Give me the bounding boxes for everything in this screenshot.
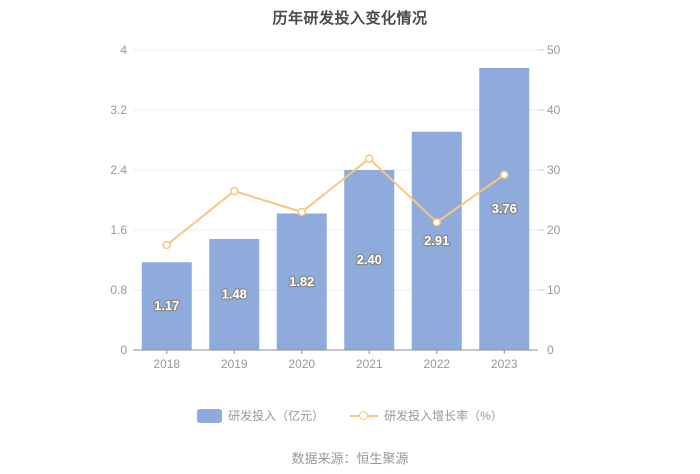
bar-value-label: 1.82 xyxy=(289,274,314,289)
left-axis-tick-label: 0.8 xyxy=(110,283,127,297)
bar-series-swatch-icon xyxy=(197,408,223,423)
legend-label: 研发投入（亿元） xyxy=(228,409,325,423)
legend-item-bar-series[interactable]: 研发投入（亿元） xyxy=(197,407,324,424)
right-axis-tick-label: 20 xyxy=(547,223,561,237)
bar xyxy=(479,68,530,350)
left-axis-tick-label: 0 xyxy=(120,343,127,357)
right-axis-tick-label: 30 xyxy=(547,163,561,177)
x-axis-category-label: 2023 xyxy=(491,357,518,371)
plot-area: 00.81.62.43.24010203040501.171.481.822.4… xyxy=(110,43,561,371)
chart-legend: 研发投入（亿元） 研发投入增长率（%） xyxy=(0,407,700,424)
line-point-marker xyxy=(297,207,306,217)
bar xyxy=(276,213,327,350)
growth-line xyxy=(166,157,505,246)
data-source-text: 数据来源：恒生聚源 xyxy=(291,451,409,466)
line-point-marker xyxy=(432,217,441,227)
x-axis-category-label: 2018 xyxy=(153,357,180,371)
bar xyxy=(209,239,260,350)
chart-title: 历年研发投入变化情况 xyxy=(272,10,428,27)
x-axis-category-label: 2022 xyxy=(423,357,450,371)
x-axis-category-label: 2019 xyxy=(221,357,248,371)
bar-value-label: 2.40 xyxy=(357,252,382,267)
right-axis-tick-label: 10 xyxy=(547,283,561,297)
legend-label: 研发投入增长率（%） xyxy=(384,409,503,423)
bar xyxy=(411,131,462,350)
line-series-marker-icon xyxy=(350,410,379,422)
right-axis-tick-label: 0 xyxy=(547,343,554,357)
legend-item-line-series[interactable]: 研发投入增长率（%） xyxy=(350,407,503,424)
left-axis-tick-label: 3.2 xyxy=(110,103,127,117)
bar-value-label: 1.17 xyxy=(154,298,179,313)
right-axis-tick-label: 50 xyxy=(547,43,561,57)
line-point-marker xyxy=(230,186,239,196)
line-point-marker xyxy=(365,154,374,163)
bar xyxy=(344,170,395,350)
bar-value-label: 3.76 xyxy=(492,201,517,216)
line-point-marker xyxy=(162,240,171,250)
bar-value-label: 1.48 xyxy=(222,287,247,302)
left-axis-tick-label: 1.6 xyxy=(110,223,127,237)
right-axis-tick-label: 40 xyxy=(547,103,561,117)
bar xyxy=(141,262,192,350)
left-axis-tick-label: 4 xyxy=(120,43,127,57)
bar-value-label: 2.91 xyxy=(424,233,449,248)
line-point-marker xyxy=(500,170,509,180)
x-axis-category-label: 2021 xyxy=(356,357,383,371)
x-axis-category-label: 2020 xyxy=(288,357,315,371)
left-axis-tick-label: 2.4 xyxy=(110,163,127,177)
